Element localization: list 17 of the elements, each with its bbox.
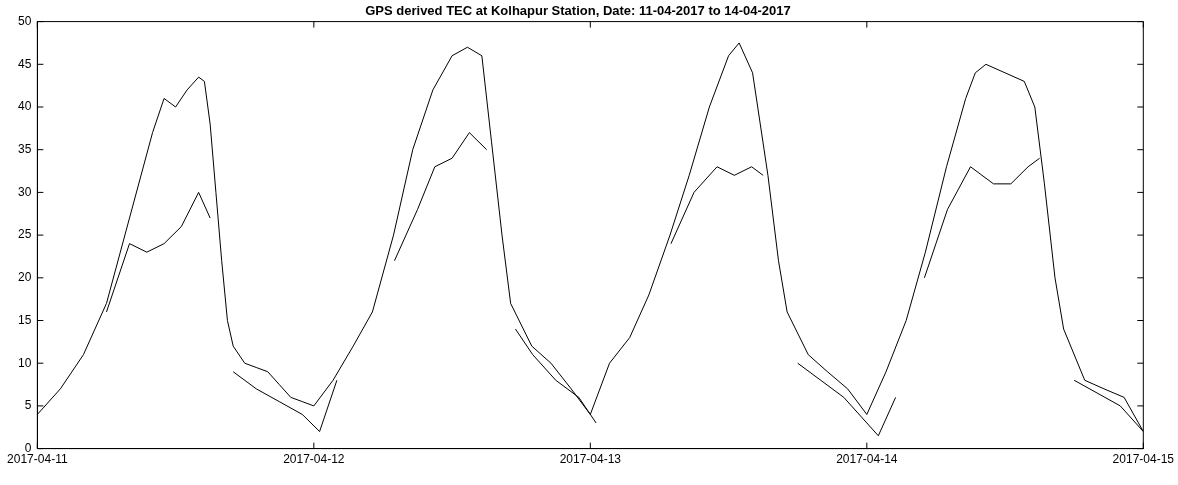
- y-tick-label: 10: [17, 355, 32, 370]
- x-tick-label: 2017-04-11: [7, 452, 68, 467]
- y-tick-label: 5: [24, 398, 32, 413]
- y-tick-label: 25: [17, 227, 32, 242]
- y-tick-label: 40: [17, 99, 32, 114]
- y-tick-label: 15: [17, 312, 32, 327]
- y-tick-label: 45: [17, 56, 32, 71]
- y-tick-label: 50: [17, 13, 32, 28]
- x-tick-label: 2017-04-13: [559, 452, 622, 467]
- chart-title: GPS derived TEC at Kolhapur Station, Date: 11-04-2017 to 14-04-2017: [365, 3, 791, 19]
- y-tick-label: 20: [17, 270, 32, 285]
- y-tick-label: 30: [17, 184, 32, 199]
- x-tick-label: 2017-04-15: [1112, 452, 1175, 467]
- y-tick-label: 35: [17, 142, 32, 157]
- y-tick-label: 0: [24, 440, 32, 455]
- x-tick-label: 2017-04-12: [283, 452, 345, 467]
- x-tick-label: 2017-04-14: [836, 452, 898, 467]
